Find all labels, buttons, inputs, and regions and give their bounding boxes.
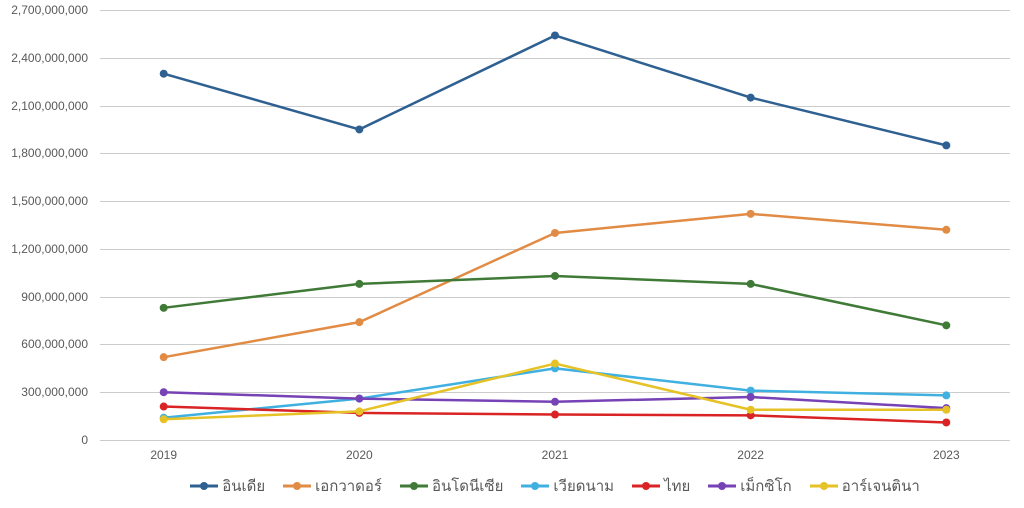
gridline bbox=[100, 440, 1010, 441]
series-marker bbox=[355, 125, 363, 133]
series-line bbox=[164, 35, 947, 145]
series-marker bbox=[747, 280, 755, 288]
plot-area bbox=[100, 10, 1010, 440]
x-axis-labels: 2019 2020 2021 2022 2023 bbox=[100, 448, 1010, 468]
legend-label: เอกวาดอร์ bbox=[315, 474, 382, 498]
series-marker bbox=[747, 393, 755, 401]
legend-item[interactable]: ไทย bbox=[632, 474, 690, 498]
legend-label: อาร์เจนตินา bbox=[842, 474, 920, 498]
series-marker bbox=[160, 415, 168, 423]
legend-label: เม็กซิโก bbox=[740, 474, 791, 498]
series-line bbox=[164, 276, 947, 325]
legend-swatch-icon bbox=[521, 479, 549, 493]
series-marker bbox=[551, 398, 559, 406]
y-tick-label: 600,000,000 bbox=[0, 337, 88, 351]
series-marker bbox=[747, 406, 755, 414]
y-tick-label: 1,800,000,000 bbox=[0, 146, 88, 160]
legend-item[interactable]: อินโดนีเซีย bbox=[400, 474, 503, 498]
legend-item[interactable]: เอกวาดอร์ bbox=[283, 474, 382, 498]
series-marker bbox=[551, 272, 559, 280]
series-marker bbox=[942, 406, 950, 414]
series-marker bbox=[160, 304, 168, 312]
series-marker bbox=[551, 411, 559, 419]
series-marker bbox=[160, 70, 168, 78]
plot-svg bbox=[100, 10, 1010, 440]
line-chart: 0 300,000,000 600,000,000 900,000,000 1,200,… bbox=[0, 0, 1024, 508]
series-marker bbox=[355, 407, 363, 415]
x-tick-label: 2021 bbox=[542, 448, 569, 462]
legend-item[interactable]: เวียดนาม bbox=[521, 474, 614, 498]
legend-swatch-icon bbox=[810, 479, 838, 493]
y-tick-label: 900,000,000 bbox=[0, 290, 88, 304]
legend-item[interactable]: เม็กซิโก bbox=[708, 474, 791, 498]
legend-swatch-icon bbox=[283, 479, 311, 493]
y-tick-label: 2,100,000,000 bbox=[0, 99, 88, 113]
legend-label: อินโดนีเซีย bbox=[432, 474, 503, 498]
series-marker bbox=[160, 353, 168, 361]
series-marker bbox=[942, 141, 950, 149]
series-marker bbox=[942, 226, 950, 234]
series-marker bbox=[747, 210, 755, 218]
series-marker bbox=[942, 418, 950, 426]
legend-swatch-icon bbox=[190, 479, 218, 493]
series-marker bbox=[942, 391, 950, 399]
legend-label: อินเดีย bbox=[222, 474, 265, 498]
legend: อินเดีย เอกวาดอร์ อินโดนีเซีย เวียดนาม ไทย เม… bbox=[100, 474, 1010, 498]
x-tick-label: 2022 bbox=[737, 448, 764, 462]
legend-label: ไทย bbox=[664, 474, 690, 498]
x-tick-label: 2023 bbox=[933, 448, 960, 462]
y-tick-label: 1,500,000,000 bbox=[0, 194, 88, 208]
series-marker bbox=[551, 360, 559, 368]
legend-item[interactable]: อาร์เจนตินา bbox=[810, 474, 920, 498]
legend-swatch-icon bbox=[708, 479, 736, 493]
legend-label: เวียดนาม bbox=[553, 474, 614, 498]
legend-swatch-icon bbox=[400, 479, 428, 493]
series-marker bbox=[355, 395, 363, 403]
y-tick-label: 1,200,000,000 bbox=[0, 242, 88, 256]
series-marker bbox=[747, 94, 755, 102]
series-marker bbox=[160, 403, 168, 411]
legend-item[interactable]: อินเดีย bbox=[190, 474, 265, 498]
legend-swatch-icon bbox=[632, 479, 660, 493]
series-marker bbox=[551, 31, 559, 39]
y-tick-label: 0 bbox=[0, 433, 88, 447]
series-marker bbox=[355, 280, 363, 288]
y-tick-label: 2,700,000,000 bbox=[0, 3, 88, 17]
series-marker bbox=[551, 229, 559, 237]
y-tick-label: 2,400,000,000 bbox=[0, 51, 88, 65]
series-marker bbox=[160, 388, 168, 396]
x-tick-label: 2020 bbox=[346, 448, 373, 462]
y-tick-label: 300,000,000 bbox=[0, 385, 88, 399]
series-marker bbox=[355, 318, 363, 326]
x-tick-label: 2019 bbox=[150, 448, 177, 462]
series-marker bbox=[942, 321, 950, 329]
